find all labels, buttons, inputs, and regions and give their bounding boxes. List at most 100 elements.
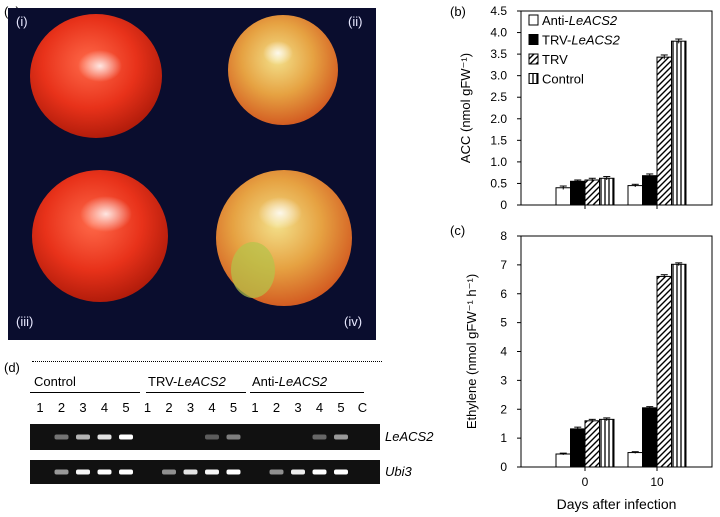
fruit-ii-highlight (263, 41, 293, 65)
gel-band-ubi3-9 (205, 469, 219, 475)
chart-ethylene: 0 1 2 3 4 5 6 7 8 Ethylene (nmol gFW⁻¹ h⁻¹) 0 10 Day… (464, 229, 713, 512)
fruit-i-highlight (78, 50, 122, 82)
plot-frame (520, 10, 713, 206)
gel-lane-number: 2 (272, 400, 281, 415)
gel-band-ubi3-15 (334, 469, 348, 475)
gel-lane-number: 4 (100, 400, 109, 415)
x-tick-label: 10 (650, 475, 664, 489)
fruit-label-i: (i) (16, 14, 28, 29)
gel-group-prefix: Control (34, 374, 76, 389)
bar-anti-leacs2-day-0 (555, 453, 571, 468)
fruit-iv-green-patch (231, 242, 275, 298)
gel-band-leacs2-5 (119, 434, 133, 440)
fruit-iii (32, 170, 168, 302)
legend-entry-2-prefix: TRV- (542, 33, 571, 48)
gel-band-leacs2-2 (54, 434, 69, 440)
bar-control-day-0 (599, 177, 615, 206)
gel-band-ubi3-12 (269, 469, 284, 475)
gene-label-ubi3: Ubi3 (385, 464, 412, 479)
y-tick-label: 3.0 (490, 69, 507, 83)
legend-entry-4: Control (542, 72, 584, 87)
bar-anti-leacs2-day-10 (627, 452, 643, 468)
gel-group-label-3: Anti-LeACS2 (252, 374, 327, 389)
y-tick-label: 4.5 (490, 4, 507, 18)
legend-entry-1-prefix: Anti- (542, 13, 569, 28)
gel-lane-number: 1 (251, 400, 259, 415)
panel-label-c: (c) (450, 223, 466, 238)
fruit-label-iv: (iv) (344, 314, 363, 329)
bar-trv-leacs2-day-0 (570, 428, 586, 468)
gel-lane-number: 1 (143, 400, 152, 415)
y-tick-label: 0.5 (490, 176, 507, 190)
gel-band-leacs2-10 (226, 434, 241, 440)
y-tick-label: 5 (500, 316, 507, 330)
legend-swatch (528, 34, 539, 45)
legend-entry-2-italic: LeACS2 (571, 33, 620, 48)
y-axis-label: ACC (nmol gFW⁻¹) (458, 53, 473, 163)
y-tick-label: 6 (500, 287, 507, 301)
gel-lane-number: 1 (36, 400, 44, 415)
gel-bands-ubi3 (54, 469, 348, 475)
bar-anti-leacs2-day-10 (627, 185, 643, 206)
y-tick-label: 2.5 (490, 90, 507, 104)
gel-band-leacs2-15 (334, 434, 348, 440)
gel-band-ubi3-7 (162, 469, 176, 475)
gel-bands-leacs2 (54, 434, 348, 440)
legend-entry-1-italic: LeACS2 (569, 13, 618, 28)
fruit-iii-highlight (80, 196, 132, 232)
gel-band-ubi3-8 (183, 469, 198, 475)
chart-acc: 0 0.5 1.0 1.5 2.0 2.5 3.0 3.5 4.0 4.5 ACC (nmol gF… (458, 4, 713, 212)
gel-band-ubi3-5 (119, 469, 133, 475)
gel-band-ubi3-10 (226, 469, 241, 475)
bar-control-day-10 (671, 263, 687, 468)
bar-trv-day-10 (656, 56, 672, 206)
gel-strip-leacs2 (30, 424, 380, 450)
gel-group-label-2: TRV-LeACS2 (148, 374, 226, 389)
gel-strip-ubi3 (30, 460, 380, 484)
y-tick-label: 0 (500, 198, 507, 212)
bar-anti-leacs2-day-0 (555, 187, 571, 206)
gel-lane-number: 5 (229, 400, 238, 415)
bar-trv-leacs2-day-0 (570, 180, 586, 206)
bar-trv-leacs2-day-10 (642, 407, 658, 468)
gel-lane-number: 2 (165, 400, 173, 415)
gel-lane-number: 3 (186, 400, 195, 415)
gel-lane-number: 5 (122, 400, 130, 415)
bar-trv-day-10 (656, 275, 672, 468)
bar-control-day-0 (599, 418, 615, 468)
y-tick-label: 2 (500, 402, 507, 416)
bar-trv-day-0 (584, 420, 600, 468)
gel-group-prefix: Anti- (252, 374, 279, 389)
gel-lane-number: 3 (79, 400, 87, 415)
y-tick-label: 3.5 (490, 47, 507, 61)
gel-group-underline (30, 392, 140, 393)
gel-group-label-1: Control (34, 374, 76, 389)
legend-swatch (528, 14, 539, 26)
y-tick-label: 8 (500, 229, 507, 243)
panel-label-d: (d) (4, 360, 20, 375)
x-tick-label: 0 (582, 475, 589, 489)
legend-entry-1: Anti-LeACS2 (542, 13, 618, 28)
gel-lane-number: 2 (57, 400, 66, 415)
gene-label-leacs2: LeACS2 (385, 429, 434, 444)
legend-entry-3: TRV (542, 52, 568, 67)
fruit-label-iii: (iii) (16, 314, 34, 329)
gel-band-ubi3-14 (312, 469, 327, 475)
legend-entry-4-prefix: Control (542, 72, 584, 87)
gel-divider (32, 361, 382, 362)
fruit-ii (228, 15, 338, 125)
legend-entry-3-prefix: TRV (542, 52, 568, 67)
bar-control-day-10 (671, 40, 687, 206)
y-tick-label: 4 (500, 345, 507, 359)
gel-group-prefix: TRV- (148, 374, 178, 389)
gel-band-leacs2-14 (312, 434, 327, 440)
tomato-photo-drawing (30, 14, 352, 306)
gel-band-ubi3-13 (291, 469, 305, 475)
gel-band-ubi3-4 (97, 469, 112, 475)
gel-lane-number: C (357, 400, 368, 415)
y-tick-label: 3 (500, 373, 507, 387)
gel-band-ubi3-3 (76, 469, 90, 475)
y-tick-label: 4.0 (490, 26, 507, 40)
